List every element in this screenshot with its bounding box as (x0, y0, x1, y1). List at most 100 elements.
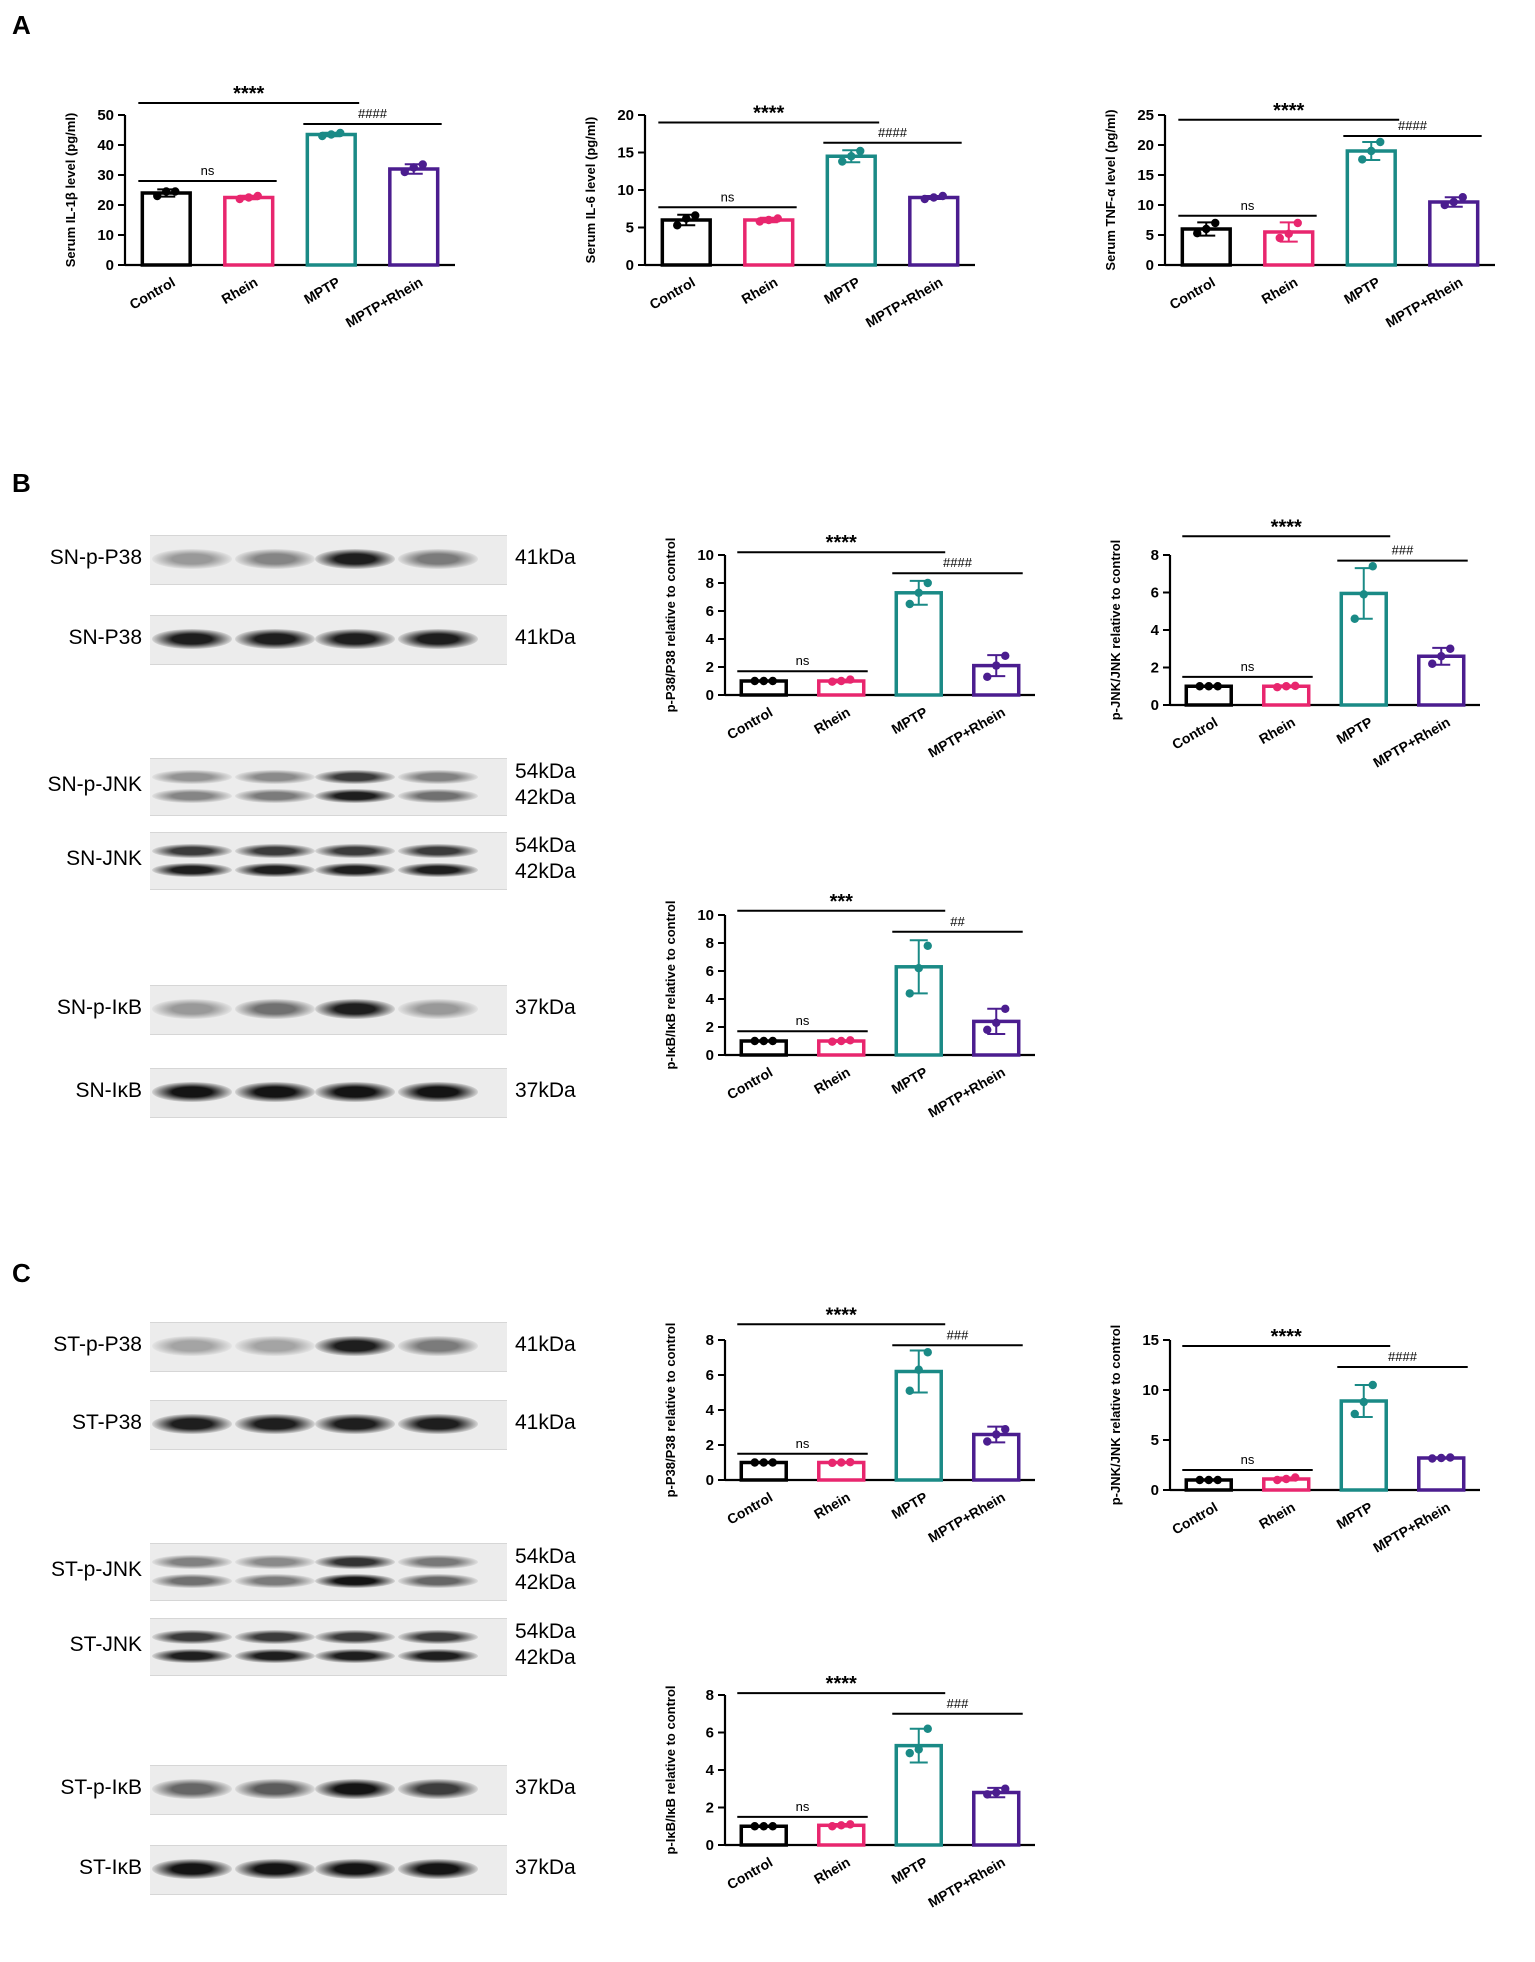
blot-band (398, 844, 478, 858)
bar-mptp-rhein (908, 195, 960, 267)
blot-band (235, 1574, 315, 1588)
data-point-control (759, 1822, 768, 1831)
data-point-rhein (1282, 682, 1291, 691)
y-tick-label: 6 (706, 603, 714, 620)
data-point-rhein (1282, 1474, 1291, 1484)
blot-label: ST-p-JNK (50, 1558, 142, 1581)
y-tick-label: 6 (1151, 585, 1159, 602)
data-point-mptp-rhein (418, 160, 427, 169)
y-axis-label: p-P38/P38 relative to control (663, 538, 678, 713)
blot-band (152, 629, 232, 649)
blot-band (398, 1082, 478, 1102)
y-tick-label: 10 (697, 907, 714, 924)
y-tick-label: 4 (706, 1402, 715, 1419)
data-point-mptp (923, 1348, 932, 1357)
data-point-mptp-rhein (1001, 1784, 1010, 1793)
blot-band (152, 549, 232, 569)
data-point-rhein (755, 217, 764, 226)
data-point-rhein (828, 677, 837, 686)
x-tick-label: MPTP (1334, 1499, 1376, 1532)
bar-rhein (743, 218, 795, 267)
blot-label: ST-P38 (71, 1411, 142, 1434)
data-point-mptp-rhein (938, 191, 947, 201)
blot-band (398, 999, 478, 1019)
chart-st-p38: 0 2 4 6 8 p-P38/P38 relative to control Contro… (663, 1304, 1035, 1546)
y-tick-label: 50 (97, 107, 114, 124)
blot-band (398, 1336, 478, 1356)
data-point-control (1213, 1475, 1222, 1485)
bar-mptp-rhein (388, 167, 440, 267)
chart-serum-il6: 0 5 10 15 20 Serum IL-6 level (pg/ml) Control R… (583, 103, 975, 331)
blot-band (315, 999, 395, 1019)
y-tick-label: 5 (626, 220, 634, 237)
data-point-mptp-rhein (983, 1025, 992, 1034)
significance-label: ### (947, 1327, 969, 1342)
chart-st-ikb: 0 2 4 6 8 p-IκB/IκB relative to control Contro… (663, 1673, 1035, 1911)
data-point-mptp-rhein (1440, 200, 1449, 210)
significance-label: ns (796, 653, 810, 668)
x-tick-label: MPTP (301, 274, 343, 307)
blot-band (152, 1082, 232, 1102)
y-tick-label: 0 (1146, 257, 1154, 274)
blot-band (398, 629, 478, 649)
chart-sn-ikb: 0 2 4 6 8 10 p-IκB/IκB relative to control Cont… (663, 891, 1035, 1121)
molecular-weight-label: 42kDa (515, 860, 576, 883)
blot-band (152, 1414, 232, 1434)
y-tick-label: 0 (706, 687, 714, 704)
significance-label: ns (721, 189, 735, 204)
blot-band (235, 1859, 315, 1879)
data-point-rhein (828, 1458, 837, 1468)
data-point-control (1213, 682, 1222, 691)
y-tick-label: 10 (1137, 197, 1154, 214)
y-tick-label: 4 (706, 631, 715, 648)
molecular-weight-label: 41kDa (515, 546, 576, 569)
blot-band (152, 999, 232, 1019)
blot-band (152, 863, 232, 877)
blot-label: SN-p-P38 (49, 546, 142, 569)
bar-control (140, 191, 192, 267)
data-point-control (750, 1036, 759, 1046)
significance-label: **** (1273, 100, 1304, 122)
blot-band (398, 1859, 478, 1879)
data-point-mptp (336, 128, 345, 138)
data-point-control (691, 211, 700, 220)
x-tick-label: MPTP (889, 1854, 931, 1887)
blot-band (152, 1859, 232, 1879)
y-tick-label: 5 (1146, 227, 1154, 244)
x-tick-label: Rhein (811, 1064, 853, 1097)
x-tick-label: Control (127, 274, 178, 313)
y-tick-label: 5 (1151, 1432, 1159, 1449)
y-axis-label: p-JNK/JNK relative to control (1108, 1325, 1123, 1506)
data-point-control (768, 1036, 777, 1046)
significance-label: #### (1398, 118, 1428, 133)
x-tick-label: MPTP (1341, 274, 1383, 307)
significance-label: ### (947, 1696, 969, 1711)
blot-band (315, 863, 395, 877)
y-tick-label: 8 (706, 1687, 714, 1704)
y-tick-label: 4 (706, 991, 715, 1008)
blot-label: ST-p-P38 (53, 1333, 142, 1356)
significance-label: ns (1241, 659, 1255, 674)
data-point-mptp-rhein (1428, 1454, 1437, 1463)
data-point-mptp (318, 131, 327, 141)
y-tick-label: 10 (97, 227, 114, 244)
y-axis-label: Serum TNF-α level (pg/ml) (1103, 109, 1118, 270)
blot-band (398, 1630, 478, 1644)
y-tick-label: 6 (706, 963, 714, 980)
y-tick-label: 10 (617, 182, 634, 199)
y-tick-label: 8 (706, 1332, 714, 1349)
data-point-rhein (244, 193, 253, 202)
bar-mptp-rhein (1417, 1456, 1466, 1492)
data-point-mptp (1367, 146, 1376, 156)
blot-label: SN-p-IκB (56, 996, 142, 1019)
data-point-mptp (838, 157, 847, 166)
blot-band (235, 999, 315, 1019)
data-point-mptp (1368, 1380, 1377, 1390)
blot-band (235, 844, 315, 858)
y-tick-label: 4 (1151, 622, 1160, 639)
data-point-rhein (837, 1458, 846, 1467)
blot-band (315, 1859, 395, 1879)
y-tick-label: 4 (706, 1762, 715, 1779)
y-tick-label: 2 (706, 659, 714, 676)
significance-label: **** (1271, 516, 1302, 538)
